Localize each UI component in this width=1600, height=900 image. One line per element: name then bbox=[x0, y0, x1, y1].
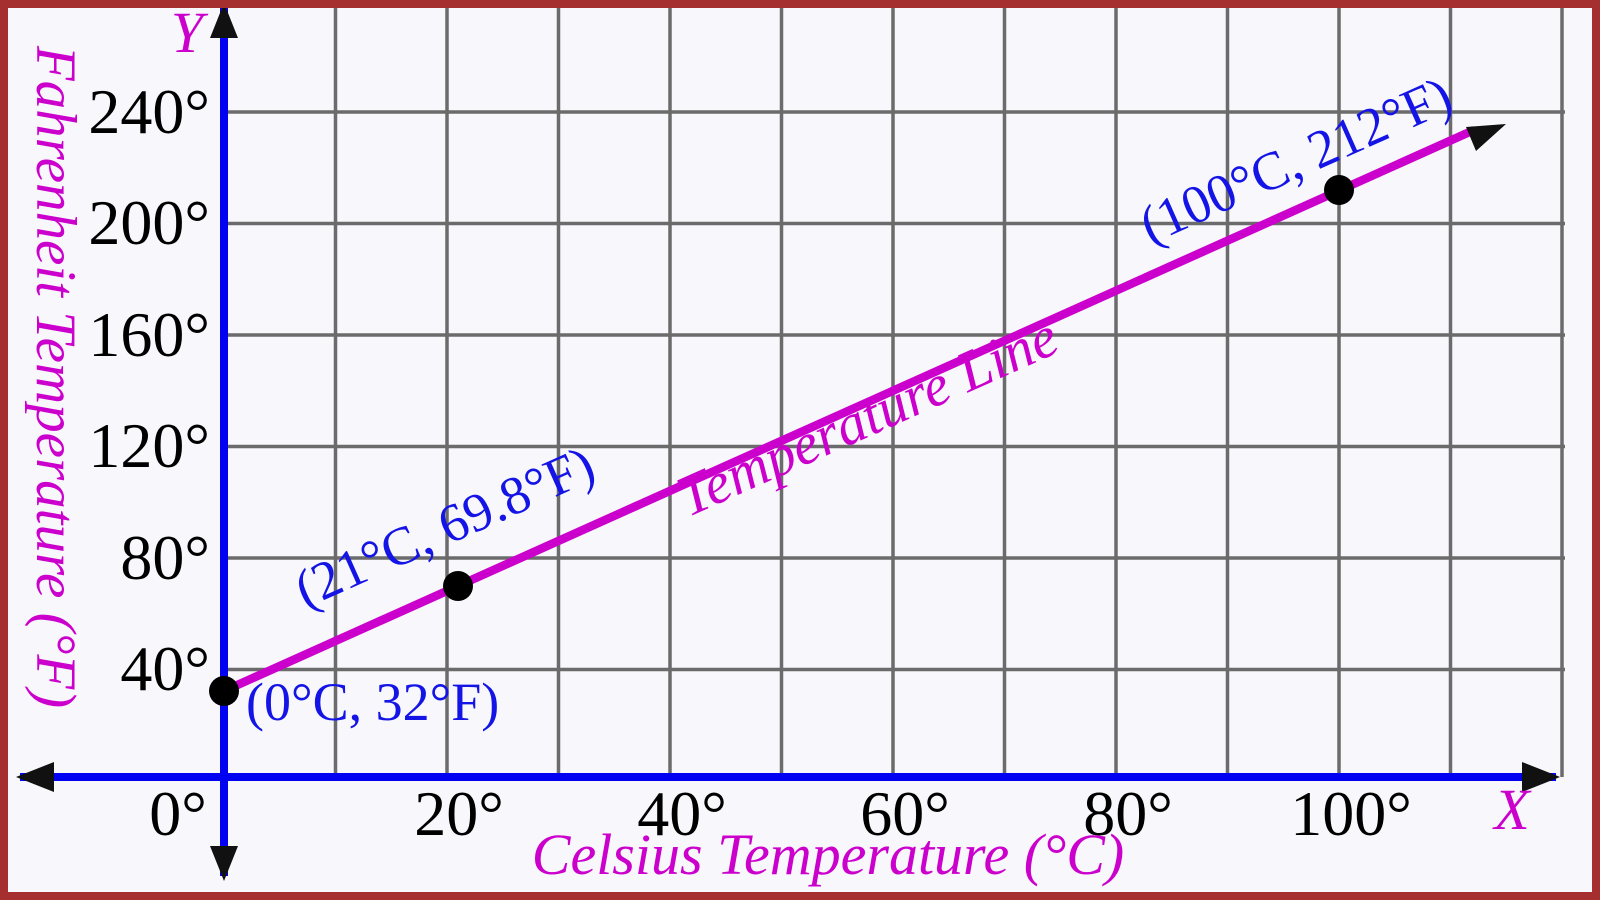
y-tick-240: 240° bbox=[88, 76, 210, 147]
point-freezing-label: (0°C, 32°F) bbox=[246, 672, 500, 732]
x-axis-left-arrow-icon bbox=[16, 762, 54, 792]
x-tick-60: 60° bbox=[860, 778, 950, 849]
y-axis-bottom-arrow-icon bbox=[210, 846, 238, 881]
point-boiling-dot bbox=[1324, 175, 1354, 205]
x-axis bbox=[16, 762, 1560, 792]
x-axis-letter: X bbox=[1494, 777, 1530, 842]
y-axis-title: Fahrenheit Temperature (°F) bbox=[24, 45, 87, 709]
x-tick-80: 80° bbox=[1083, 778, 1173, 849]
temperature-line-arrow-icon bbox=[1466, 124, 1506, 151]
y-tick-120: 120° bbox=[88, 410, 210, 481]
point-freezing-dot bbox=[209, 676, 239, 706]
data-points bbox=[209, 175, 1354, 706]
x-tick-100: 100° bbox=[1290, 778, 1412, 849]
y-tick-40: 40° bbox=[120, 633, 210, 704]
x-tick-0: 0° bbox=[149, 778, 207, 849]
y-axis-top-arrow-icon bbox=[210, 3, 238, 38]
y-tick-200: 200° bbox=[88, 187, 210, 258]
x-tick-20: 20° bbox=[414, 778, 504, 849]
x-axis-right-arrow-icon bbox=[1522, 762, 1560, 792]
y-tick-160: 160° bbox=[88, 299, 210, 370]
y-axis-letter: Y bbox=[170, 0, 204, 65]
y-axis bbox=[210, 3, 238, 881]
temperature-line-segment bbox=[222, 126, 1476, 695]
y-tick-80: 80° bbox=[120, 522, 210, 593]
point-room-dot bbox=[443, 571, 473, 601]
temperature-line bbox=[222, 124, 1506, 695]
x-axis-title: Celsius Temperature (°C) bbox=[531, 822, 1125, 887]
x-tick-40: 40° bbox=[637, 778, 727, 849]
